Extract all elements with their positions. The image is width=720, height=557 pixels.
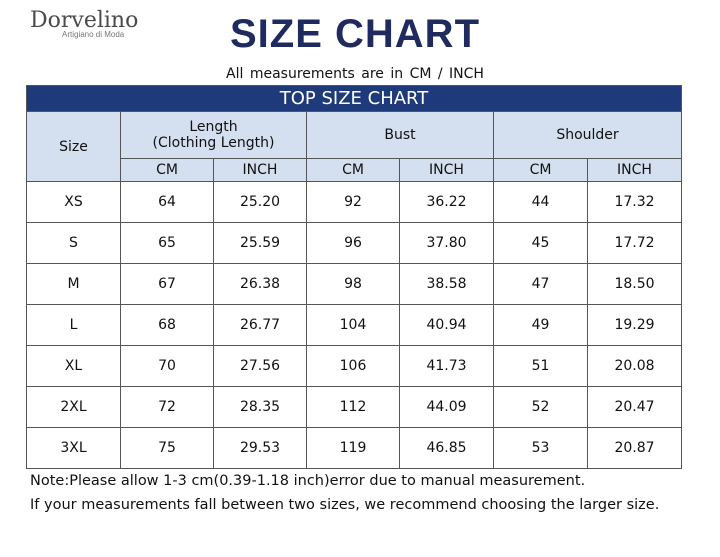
brand-tagline: Artigiano di Moda (62, 30, 125, 39)
cell-length-cm: 75 (120, 427, 214, 469)
cell-shoulder-cm: 52 (493, 386, 588, 428)
cell-bust-cm: 112 (306, 386, 400, 428)
table-row: S 65 25.59 96 37.80 45 17.72 (26, 222, 682, 264)
page-subtitle: All measurements are in CM / INCH (226, 66, 484, 82)
cell-length-cm: 70 (120, 345, 214, 387)
cell-bust-cm: 98 (306, 263, 400, 305)
cell-bust-cm: 119 (306, 427, 400, 469)
cell-bust-cm: 92 (306, 181, 400, 223)
header-length-line1: Length (189, 119, 238, 135)
cell-size: 3XL (26, 427, 121, 469)
page-title: SIZE CHART (230, 12, 480, 56)
cell-length-cm: 68 (120, 304, 214, 346)
cell-shoulder-in: 20.87 (587, 427, 682, 469)
header-bust-cm: CM (306, 158, 400, 182)
header-shoulder-inch: INCH (587, 158, 682, 182)
header-length: Length (Clothing Length) (120, 111, 307, 159)
cell-shoulder-in: 20.08 (587, 345, 682, 387)
cell-bust-in: 36.22 (399, 181, 494, 223)
cell-bust-in: 41.73 (399, 345, 494, 387)
cell-length-cm: 64 (120, 181, 214, 223)
cell-shoulder-in: 17.32 (587, 181, 682, 223)
cell-length-in: 25.20 (213, 181, 307, 223)
header-bust: Bust (306, 111, 494, 159)
brand-logo: Dorvelino Artigiano di Moda (30, 8, 160, 39)
cell-bust-cm: 106 (306, 345, 400, 387)
cell-length-in: 26.38 (213, 263, 307, 305)
cell-bust-cm: 96 (306, 222, 400, 264)
measurement-note: Note:Please allow 1-3 cm(0.39-1.18 inch)… (30, 469, 690, 517)
cell-length-in: 28.35 (213, 386, 307, 428)
cell-shoulder-cm: 47 (493, 263, 588, 305)
cell-shoulder-cm: 51 (493, 345, 588, 387)
cell-shoulder-cm: 44 (493, 181, 588, 223)
cell-size: S (26, 222, 121, 264)
header-size: Size (26, 111, 121, 182)
header-length-cm: CM (120, 158, 214, 182)
cell-length-cm: 67 (120, 263, 214, 305)
cell-bust-in: 38.58 (399, 263, 494, 305)
note-line-1: Note:Please allow 1-3 cm(0.39-1.18 inch)… (30, 473, 586, 489)
header-bust-inch: INCH (399, 158, 494, 182)
cell-length-cm: 72 (120, 386, 214, 428)
cell-bust-in: 46.85 (399, 427, 494, 469)
cell-size: L (26, 304, 121, 346)
table-row: XS 64 25.20 92 36.22 44 17.32 (26, 181, 682, 223)
table-row: M 67 26.38 98 38.58 47 18.50 (26, 263, 682, 305)
cell-length-in: 29.53 (213, 427, 307, 469)
table-title: TOP SIZE CHART (26, 85, 682, 112)
cell-size: XS (26, 181, 121, 223)
cell-size: M (26, 263, 121, 305)
table-row: 3XL 75 29.53 119 46.85 53 20.87 (26, 427, 682, 469)
cell-shoulder-cm: 49 (493, 304, 588, 346)
cell-bust-in: 37.80 (399, 222, 494, 264)
note-line-2: If your measurements fall between two si… (30, 497, 660, 513)
header-length-inch: INCH (213, 158, 307, 182)
cell-bust-in: 44.09 (399, 386, 494, 428)
cell-length-in: 27.56 (213, 345, 307, 387)
cell-shoulder-in: 20.47 (587, 386, 682, 428)
brand-name: Dorvelino (30, 8, 139, 33)
cell-shoulder-cm: 53 (493, 427, 588, 469)
table-row: L 68 26.77 104 40.94 49 19.29 (26, 304, 682, 346)
cell-bust-cm: 104 (306, 304, 400, 346)
cell-shoulder-in: 19.29 (587, 304, 682, 346)
cell-bust-in: 40.94 (399, 304, 494, 346)
header-shoulder-cm: CM (493, 158, 588, 182)
cell-length-cm: 65 (120, 222, 214, 264)
size-chart-table: TOP SIZE CHART Size Length (Clothing Len… (26, 85, 682, 469)
table-row: 2XL 72 28.35 112 44.09 52 20.47 (26, 386, 682, 428)
header-shoulder: Shoulder (493, 111, 682, 159)
cell-shoulder-in: 18.50 (587, 263, 682, 305)
cell-size: XL (26, 345, 121, 387)
table-row: XL 70 27.56 106 41.73 51 20.08 (26, 345, 682, 387)
cell-length-in: 26.77 (213, 304, 307, 346)
cell-shoulder-in: 17.72 (587, 222, 682, 264)
cell-length-in: 25.59 (213, 222, 307, 264)
cell-shoulder-cm: 45 (493, 222, 588, 264)
header-length-line2: (Clothing Length) (152, 135, 275, 151)
cell-size: 2XL (26, 386, 121, 428)
